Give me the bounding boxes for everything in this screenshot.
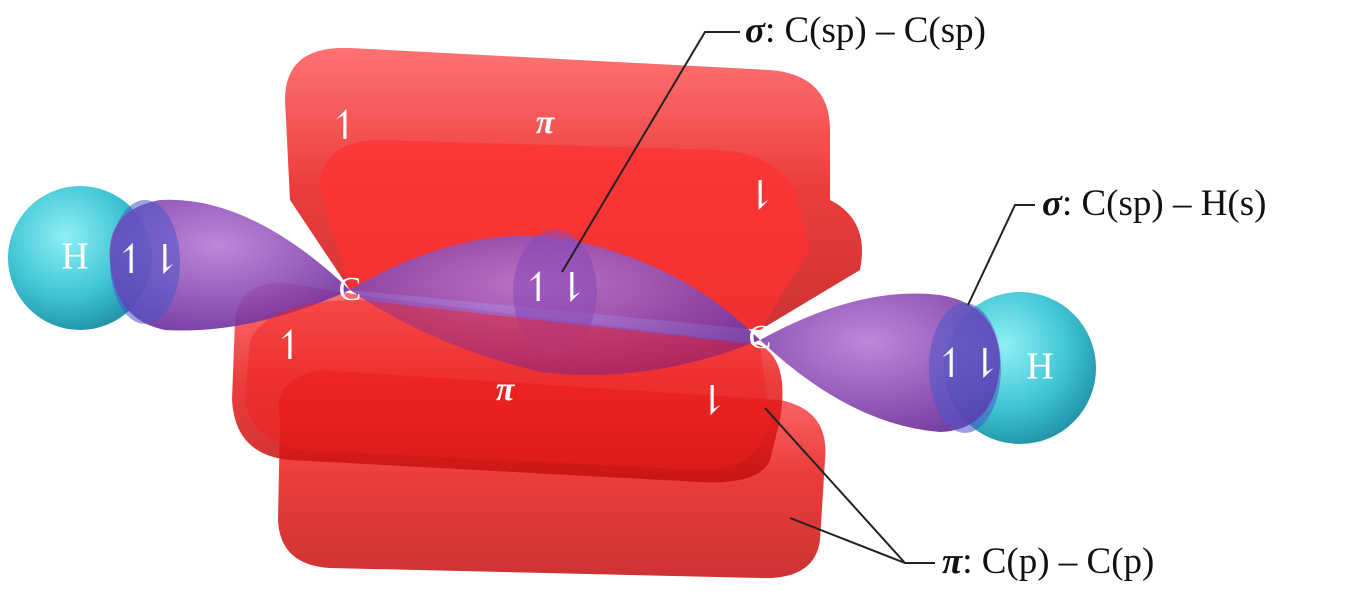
orbital-diagram: H C C H ↿⇂ ↿⇂ ↿⇂ ↿ ⇂ ↿ ⇂ π π σ: C(sp) – … xyxy=(0,0,1355,594)
electron-pair: ↿⇂ xyxy=(521,265,588,310)
callout-text: : C(sp) – H(s) xyxy=(1062,183,1267,224)
atom-label: C xyxy=(749,319,772,356)
electron: ⇂ xyxy=(695,378,729,423)
leader-line xyxy=(968,205,1035,305)
callout: π: C(p) – C(p) xyxy=(942,541,1154,582)
callout: σ: C(sp) – C(sp) xyxy=(745,10,986,51)
atom-label: H xyxy=(1026,346,1053,388)
callout-text: : C(p) – C(p) xyxy=(962,541,1154,582)
callout-symbol: σ xyxy=(1042,183,1063,224)
electron-pair: ↿⇂ xyxy=(934,341,1001,386)
pi-label: π xyxy=(496,371,516,408)
electron: ⇂ xyxy=(743,173,777,218)
callout: σ: C(sp) – H(s) xyxy=(1042,183,1266,224)
callout-symbol: π xyxy=(942,541,963,582)
electron-pair: ↿⇂ xyxy=(114,237,181,282)
electron: ↿ xyxy=(273,323,307,368)
callout-symbol: σ xyxy=(745,10,766,51)
pi-label: π xyxy=(536,104,556,141)
atom-label: C xyxy=(339,271,362,308)
callout-text: : C(sp) – C(sp) xyxy=(765,10,986,51)
atom-label: H xyxy=(61,236,88,278)
electron: ↿ xyxy=(328,103,362,148)
